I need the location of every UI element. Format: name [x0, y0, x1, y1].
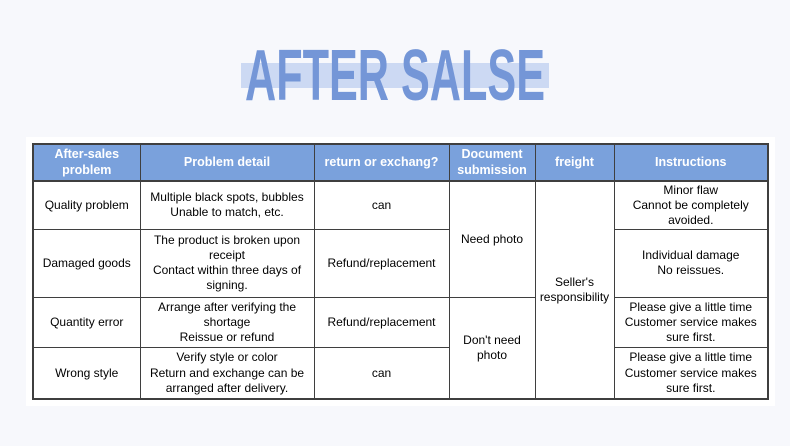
- cell-detail: Arrange after verifying the shortage Rei…: [139, 296, 315, 348]
- cell-problem: Quality problem: [32, 180, 141, 230]
- table-row: Quality problem Multiple black spots, bu…: [32, 180, 769, 400]
- cell-instructions: Minor flaw Cannot be completely avoided.: [613, 180, 769, 230]
- cell-document-submission-dont-need-photo: Don't need photo: [448, 296, 536, 400]
- header-return-or-exchange: return or exchang?: [313, 143, 450, 182]
- table-header-row: After-sales problem Problem detail retur…: [32, 143, 769, 182]
- cell-freight-sellers-responsibility: Seller's responsibility: [534, 180, 615, 400]
- cell-return-or-exchange: Refund/replacement: [313, 296, 450, 348]
- cell-detail: The product is broken upon receipt Conta…: [139, 228, 315, 298]
- header-freight: freight: [534, 143, 615, 182]
- cell-problem: Damaged goods: [32, 228, 141, 298]
- table-row: Wrong style Verify style or color Return…: [32, 346, 769, 400]
- cell-return-or-exchange: can: [313, 180, 450, 230]
- table-row: Damaged goods The product is broken upon…: [32, 228, 769, 298]
- header-instructions: Instructions: [613, 143, 769, 182]
- after-sales-table-card: After-sales problem Problem detail retur…: [26, 137, 775, 407]
- cell-return-or-exchange: Refund/replacement: [313, 228, 450, 298]
- cell-return-or-exchange: can: [313, 346, 450, 400]
- header-document-submission: Document submission: [448, 143, 536, 182]
- header-problem-detail: Problem detail: [139, 143, 315, 182]
- cell-problem: Quantity error: [32, 296, 141, 348]
- cell-instructions: Please give a little time Customer servi…: [613, 296, 769, 348]
- title-highlight-band: [241, 63, 549, 88]
- cell-detail: Verify style or color Return and exchang…: [139, 346, 315, 400]
- after-sales-policy-table: After-sales problem Problem detail retur…: [32, 143, 769, 401]
- cell-problem: Wrong style: [32, 346, 141, 400]
- table-row: Quantity error Arrange after verifying t…: [32, 296, 769, 400]
- cell-detail: Multiple black spots, bubbles Unable to …: [139, 180, 315, 230]
- header-after-sales-problem: After-sales problem: [32, 143, 141, 182]
- page-title-block: AFTER SALSE: [0, 40, 790, 112]
- page-title: AFTER SALSE: [244, 36, 546, 116]
- cell-instructions: Individual damage No reissues.: [613, 228, 769, 298]
- cell-instructions: Please give a little time Customer servi…: [613, 346, 769, 400]
- cell-document-submission-need-photo: Need photo: [448, 180, 536, 298]
